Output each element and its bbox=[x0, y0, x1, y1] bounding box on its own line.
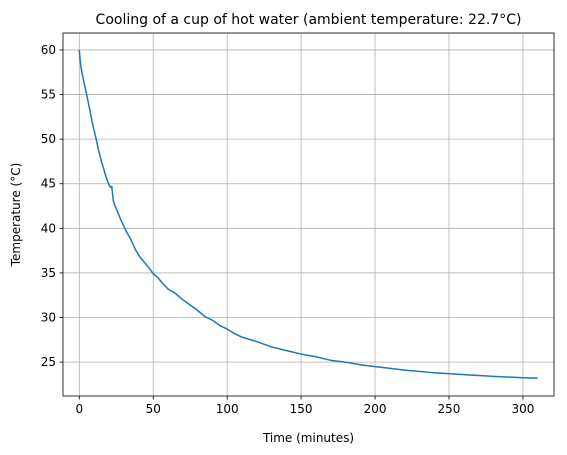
x-tick-label: 300 bbox=[511, 402, 534, 416]
plot-area-frame bbox=[62, 32, 555, 397]
y-axis-label: Temperature (°C) bbox=[9, 163, 23, 268]
series-line bbox=[78, 49, 538, 379]
y-tick-label: 55 bbox=[41, 88, 56, 102]
x-axis-label: Time (minutes) bbox=[262, 431, 354, 445]
y-tick-label: 25 bbox=[41, 355, 56, 369]
x-tick-label: 200 bbox=[364, 402, 387, 416]
y-tick-label: 40 bbox=[41, 221, 56, 235]
x-tick-label: 0 bbox=[75, 402, 83, 416]
y-tick-label: 60 bbox=[41, 43, 56, 57]
x-tick-label: 150 bbox=[290, 402, 313, 416]
chart-title: Cooling of a cup of hot water (ambient t… bbox=[96, 12, 522, 28]
y-tick-label: 45 bbox=[41, 177, 56, 191]
y-axis-ticks: 25 30 35 40 45 50 55 60 bbox=[41, 43, 63, 369]
y-tick-label: 30 bbox=[41, 311, 56, 325]
x-tick-label: 100 bbox=[216, 402, 239, 416]
y-tick-label: 35 bbox=[41, 266, 56, 280]
grid bbox=[63, 33, 554, 396]
x-tick-label: 50 bbox=[146, 402, 161, 416]
plot-lines bbox=[78, 49, 538, 379]
y-tick-label: 50 bbox=[41, 132, 56, 146]
x-tick-label: 250 bbox=[438, 402, 461, 416]
x-axis-ticks: 0 50 100 150 200 250 300 bbox=[75, 396, 534, 416]
